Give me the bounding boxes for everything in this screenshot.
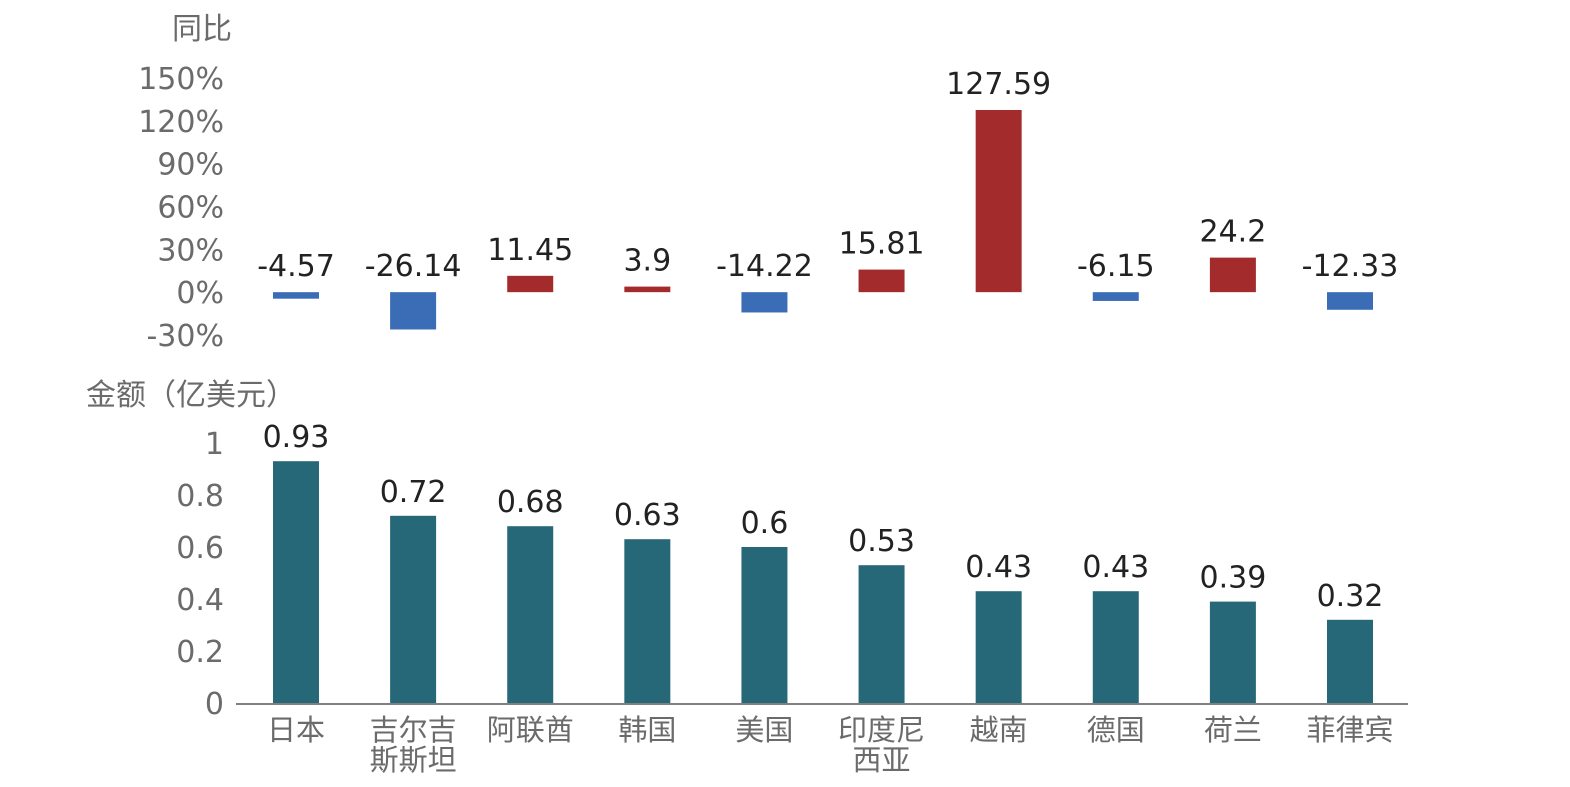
bottom-bar [741,547,788,703]
x-category-label: 韩国 [618,713,676,747]
x-category-label: 越南 [970,713,1028,747]
bottom-ytick-label: 0 [205,687,224,722]
x-category-label: 德国 [1087,713,1145,747]
top-bar [1327,292,1373,310]
bottom-bar [858,565,905,703]
top-ytick-label: 120% [138,105,224,140]
bottom-bar [1209,601,1256,703]
top-ytick-label: 0% [176,276,224,311]
bottom-bar [975,591,1022,703]
top-bar-value-label: 24.2 [1199,215,1266,250]
bottom-ytick-label: 0.8 [176,479,224,514]
bottom-bar-value-label: 0.32 [1317,579,1384,614]
top-ytick-label: -30% [146,319,224,354]
x-category-label: 荷兰 [1204,713,1262,747]
top-bar-value-label: 15.81 [839,227,925,262]
x-category-label: 菲律宾 [1306,713,1393,747]
bottom-bar [273,461,319,703]
bottom-bar-value-label: 0.39 [1199,561,1266,596]
x-category-label: 美国 [735,713,793,747]
bottom-bar [390,515,437,703]
bottom-bar-value-label: 0.43 [1082,550,1149,585]
top-bar-value-label: 11.45 [487,233,573,268]
top-bar-value-label: -14.22 [716,249,813,284]
bottom-bar [624,539,671,703]
x-category-label: 阿联酋 [487,713,574,747]
top-bar [507,275,554,293]
top-bar-value-label: -6.15 [1077,249,1155,284]
x-category-label: 吉尔吉 [370,713,457,747]
top-ytick-label: 30% [157,233,224,268]
bottom-ytick-label: 1 [205,427,224,462]
bottom-bar-value-label: 0.93 [263,420,330,455]
top-bar [1092,292,1139,301]
top-bar [1209,257,1256,293]
top-bar [858,269,905,293]
top-bar [741,292,788,313]
top-bar [273,292,319,299]
top-ytick-label: 150% [138,62,224,97]
bottom-bar-value-label: 0.43 [965,550,1032,585]
top-bar-value-label: -12.33 [1302,249,1399,284]
bottom-bar [1327,619,1373,703]
top-bar-value-label: 127.59 [946,67,1051,102]
x-category-label: 日本 [267,713,325,747]
top-bar-value-label: 3.9 [623,244,671,279]
bottom-bar-value-label: 0.72 [380,475,447,510]
x-category-label: 斯斯坦 [370,743,457,777]
bottom-bar-value-label: 0.63 [614,498,681,533]
x-category-label: 西亚 [853,743,911,777]
bottom-bar-value-label: 0.6 [741,506,789,541]
top-bar-value-label: -4.57 [257,249,335,284]
bottom-ytick-label: 0.6 [176,531,224,566]
top-bar [975,109,1022,293]
bottom-ytick-label: 0.2 [176,635,224,670]
top-bar-value-label: -26.14 [365,249,462,284]
bottom-ytick-label: 0.4 [176,583,224,618]
top-ytick-label: 90% [157,148,224,183]
top-chart-ylabel: 同比 [172,12,232,47]
bottom-bar [1092,591,1139,703]
top-ytick-label: 60% [157,191,224,226]
bottom-chart-ylabel: 金额（亿美元） [86,378,296,413]
bottom-bar-value-label: 0.68 [497,485,564,520]
bottom-bar-value-label: 0.53 [848,524,915,559]
top-bar [390,292,437,330]
x-category-label: 印度尼 [838,713,925,747]
bottom-bar [507,526,554,703]
top-bar [624,286,671,293]
